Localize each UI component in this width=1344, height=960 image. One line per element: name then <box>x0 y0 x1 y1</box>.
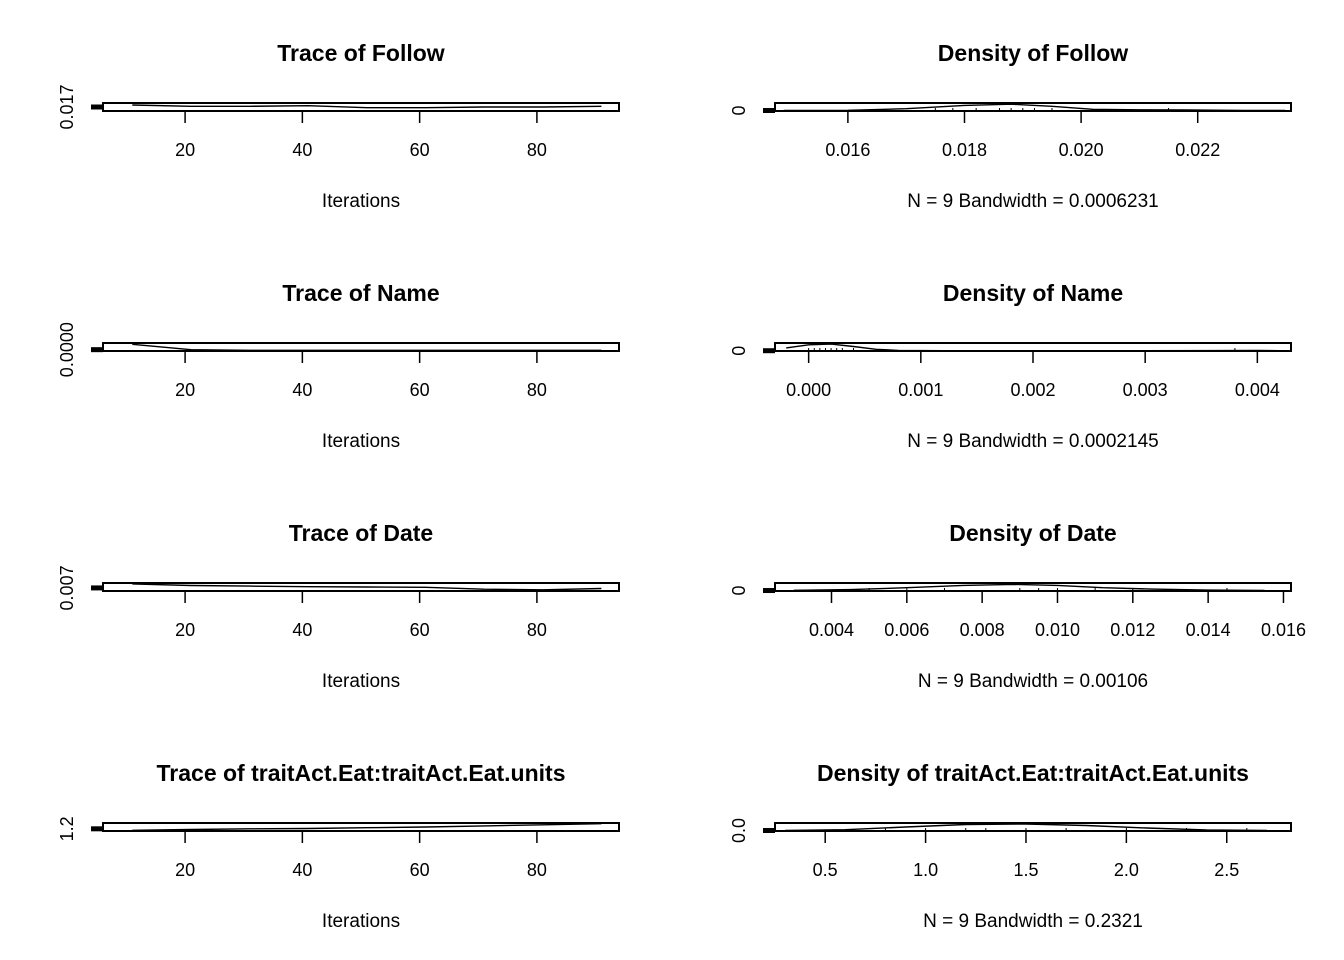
y-tick-label: 0.0000 <box>57 322 77 377</box>
panel-title: Density of Date <box>949 520 1116 546</box>
x-tick-label: 0.008 <box>960 620 1005 640</box>
panel-title: Density of traitAct.Eat:traitAct.Eat.uni… <box>817 760 1249 786</box>
x-axis-label: Iterations <box>322 431 400 452</box>
x-tick-label: 0.000 <box>786 380 831 400</box>
x-tick-label: 40 <box>292 620 312 640</box>
x-tick-label: 40 <box>292 380 312 400</box>
y-tick-label: 0.0 <box>729 818 749 843</box>
x-tick-label: 60 <box>410 380 430 400</box>
x-tick-label: 0.012 <box>1110 620 1155 640</box>
panel-trace-3: Trace of traitAct.Eat:traitAct.Eat.units… <box>57 760 620 932</box>
series-line <box>786 343 1280 351</box>
x-tick-label: 0.018 <box>942 140 987 160</box>
panel-trace-1: Trace of Name 20 40 60 80 0.0000 Iterations <box>57 280 620 452</box>
plot-frame <box>774 822 1292 832</box>
x-tick-label: 0.004 <box>809 620 854 640</box>
x-tick-label: 0.003 <box>1123 380 1168 400</box>
series-line <box>793 583 1265 591</box>
panel-title: Density of Follow <box>938 40 1129 66</box>
x-tick-label: 0.010 <box>1035 620 1080 640</box>
x-tick-label: 60 <box>410 620 430 640</box>
series-line <box>783 103 1286 111</box>
x-tick-label: 0.006 <box>884 620 929 640</box>
x-axis-label: Iterations <box>322 671 400 692</box>
x-tick-label: 80 <box>527 620 547 640</box>
x-tick-label: 20 <box>175 620 195 640</box>
series-line <box>132 343 602 351</box>
panel-title: Trace of Name <box>282 280 439 306</box>
x-tick-label: 40 <box>292 140 312 160</box>
panel-trace-0: Trace of Follow 20 40 60 80 0.017 Iterations <box>57 40 620 212</box>
x-tick-label: 0.014 <box>1186 620 1231 640</box>
x-tick-label: 2.0 <box>1114 860 1139 880</box>
x-tick-label: 0.016 <box>825 140 870 160</box>
panel-density-3: Density of traitAct.Eat:traitAct.Eat.uni… <box>729 760 1292 932</box>
x-axis-label: N = 9 Bandwidth = 0.00106 <box>918 671 1148 692</box>
panel-title: Trace of Date <box>289 520 433 546</box>
x-tick-label: 80 <box>527 140 547 160</box>
x-tick-label: 80 <box>527 380 547 400</box>
y-tick-label: 0.017 <box>57 84 77 129</box>
y-tick-label: 0 <box>729 346 749 356</box>
series-line <box>132 583 602 591</box>
x-tick-label: 1.5 <box>1013 860 1038 880</box>
panel-title: Trace of traitAct.Eat:traitAct.Eat.units <box>157 760 566 786</box>
plot-frame <box>774 102 1292 112</box>
x-tick-label: 60 <box>410 860 430 880</box>
series-line <box>132 823 602 831</box>
x-tick-label: 20 <box>175 140 195 160</box>
x-tick-label: 60 <box>410 140 430 160</box>
y-tick-label: 1.2 <box>57 816 77 841</box>
x-tick-label: 0.020 <box>1059 140 1104 160</box>
x-tick-label: 0.001 <box>898 380 943 400</box>
x-tick-label: 1.0 <box>913 860 938 880</box>
x-tick-label: 0.002 <box>1010 380 1055 400</box>
y-tick-label: 0.007 <box>57 565 77 610</box>
x-tick-label: 80 <box>527 860 547 880</box>
x-axis-label: N = 9 Bandwidth = 0.2321 <box>923 911 1143 932</box>
panel-density-2: Density of Date 0.004 0.006 0.008 0.010 0.012… <box>729 520 1306 692</box>
x-tick-label: 2.5 <box>1214 860 1239 880</box>
y-tick-label: 0 <box>729 106 749 116</box>
panel-trace-2: Trace of Date 20 40 60 80 0.007 Iterations <box>57 520 620 692</box>
x-axis-label: N = 9 Bandwidth = 0.0006231 <box>907 191 1158 212</box>
x-tick-label: 20 <box>175 860 195 880</box>
panel-title: Density of Name <box>943 280 1123 306</box>
panel-title: Trace of Follow <box>277 40 445 66</box>
x-axis-label: Iterations <box>322 191 400 212</box>
panel-density-0: Density of Follow 0.016 0.018 0.020 0.022 0 N … <box>729 40 1292 212</box>
x-tick-label: 0.5 <box>813 860 838 880</box>
x-tick-label: 0.022 <box>1175 140 1220 160</box>
plot-frame <box>774 582 1292 592</box>
x-axis-label: Iterations <box>322 911 400 932</box>
y-tick-label: 0 <box>729 586 749 596</box>
x-tick-label: 0.016 <box>1261 620 1306 640</box>
series-line <box>132 104 602 109</box>
x-axis-label: N = 9 Bandwidth = 0.0002145 <box>907 431 1158 452</box>
x-tick-label: 0.004 <box>1235 380 1280 400</box>
panel-density-1: Density of Name 0.000 0.001 0.002 0.003 0.004… <box>729 280 1292 452</box>
x-tick-label: 20 <box>175 380 195 400</box>
x-tick-label: 40 <box>292 860 312 880</box>
